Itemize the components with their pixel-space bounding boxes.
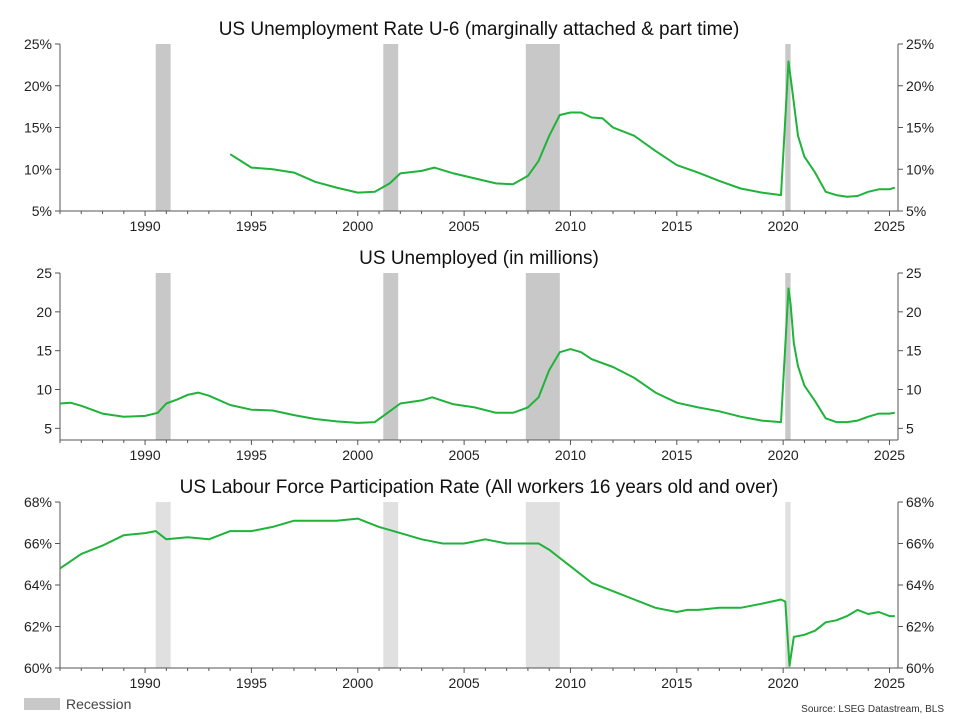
x-tick-label: 2000 — [342, 447, 373, 463]
recession-band — [525, 502, 560, 668]
y-tick-label-right: 5 — [906, 420, 914, 436]
y-tick-label-right: 60% — [906, 660, 934, 676]
series-line — [59, 517, 895, 667]
recession-band — [155, 44, 171, 211]
y-tick-label-right: 68% — [906, 494, 934, 510]
chart-panel-3: US Labour Force Participation Rate (All … — [24, 477, 934, 691]
x-tick-label: 2005 — [449, 218, 480, 234]
y-tick-label-left: 60% — [24, 660, 52, 676]
x-tick-label: 2020 — [768, 447, 799, 463]
y-tick-label-left: 20 — [36, 304, 52, 320]
x-tick-label: 1990 — [129, 218, 160, 234]
recession-band — [525, 44, 560, 211]
y-tick-label-left: 25% — [24, 36, 52, 52]
x-tick-label: 2025 — [874, 675, 905, 691]
y-tick-label-right: 10 — [906, 382, 922, 398]
recession-band — [785, 273, 791, 440]
recession-band — [785, 502, 791, 668]
x-tick-label: 2025 — [874, 447, 905, 463]
x-tick-label: 2015 — [661, 447, 692, 463]
y-tick-label-left: 68% — [24, 494, 52, 510]
y-tick-label-left: 10 — [36, 382, 52, 398]
x-tick-label: 1995 — [236, 218, 267, 234]
y-tick-label-right: 20% — [906, 78, 934, 94]
x-tick-label: 2000 — [342, 218, 373, 234]
y-tick-label-left: 66% — [24, 536, 52, 552]
y-tick-label-right: 15 — [906, 343, 922, 359]
y-tick-label-right: 25% — [906, 36, 934, 52]
recession-legend: Recession — [24, 696, 131, 712]
y-tick-label-left: 10% — [24, 161, 52, 177]
y-tick-label-right: 64% — [906, 577, 934, 593]
x-tick-label: 2000 — [342, 675, 373, 691]
source-note: Source: LSEG Datastream, BLS — [801, 704, 944, 715]
y-tick-label-left: 15% — [24, 120, 52, 136]
x-tick-label: 2020 — [768, 675, 799, 691]
chart-title: US Unemployment Rate U-6 (marginally att… — [219, 19, 740, 40]
x-tick-label: 1990 — [129, 447, 160, 463]
series-line — [59, 287, 895, 424]
recession-legend-swatch — [24, 698, 60, 710]
y-tick-label-right: 10% — [906, 161, 934, 177]
recession-band — [383, 44, 399, 211]
x-tick-label: 2020 — [768, 218, 799, 234]
recession-band — [785, 44, 791, 211]
x-tick-label: 2015 — [661, 218, 692, 234]
recession-band — [155, 273, 171, 440]
recession-band — [155, 502, 171, 668]
chart-title: US Labour Force Participation Rate (All … — [180, 477, 779, 498]
x-tick-label: 2025 — [874, 218, 905, 234]
y-tick-label-right: 25 — [906, 265, 922, 281]
y-tick-label-left: 25 — [36, 265, 52, 281]
y-tick-label-left: 64% — [24, 577, 52, 593]
x-tick-label: 1995 — [236, 447, 267, 463]
y-tick-label-left: 5% — [32, 203, 52, 219]
recession-band — [383, 502, 399, 668]
x-tick-label: 2005 — [449, 675, 480, 691]
y-tick-label-right: 15% — [906, 120, 934, 136]
chart-panel-1: US Unemployment Rate U-6 (marginally att… — [24, 19, 934, 234]
chart-title: US Unemployed (in millions) — [359, 248, 599, 269]
series-line — [229, 60, 896, 198]
y-tick-label-left: 15 — [36, 343, 52, 359]
y-tick-label-right: 66% — [906, 536, 934, 552]
x-tick-label: 1995 — [236, 675, 267, 691]
y-tick-label-left: 5 — [44, 420, 52, 436]
y-tick-label-right: 20 — [906, 304, 922, 320]
x-tick-label: 2005 — [449, 447, 480, 463]
x-tick-label: 2010 — [555, 447, 586, 463]
y-tick-label-left: 62% — [24, 619, 52, 635]
recession-legend-label: Recession — [66, 696, 132, 712]
x-tick-label: 2010 — [555, 218, 586, 234]
recession-band — [525, 273, 560, 440]
recession-band — [383, 273, 399, 440]
x-tick-label: 2010 — [555, 675, 586, 691]
y-tick-label-right: 5% — [906, 203, 926, 219]
y-tick-label-left: 20% — [24, 78, 52, 94]
y-tick-label-right: 62% — [906, 619, 934, 635]
x-tick-label: 2015 — [661, 675, 692, 691]
x-tick-label: 1990 — [129, 675, 160, 691]
